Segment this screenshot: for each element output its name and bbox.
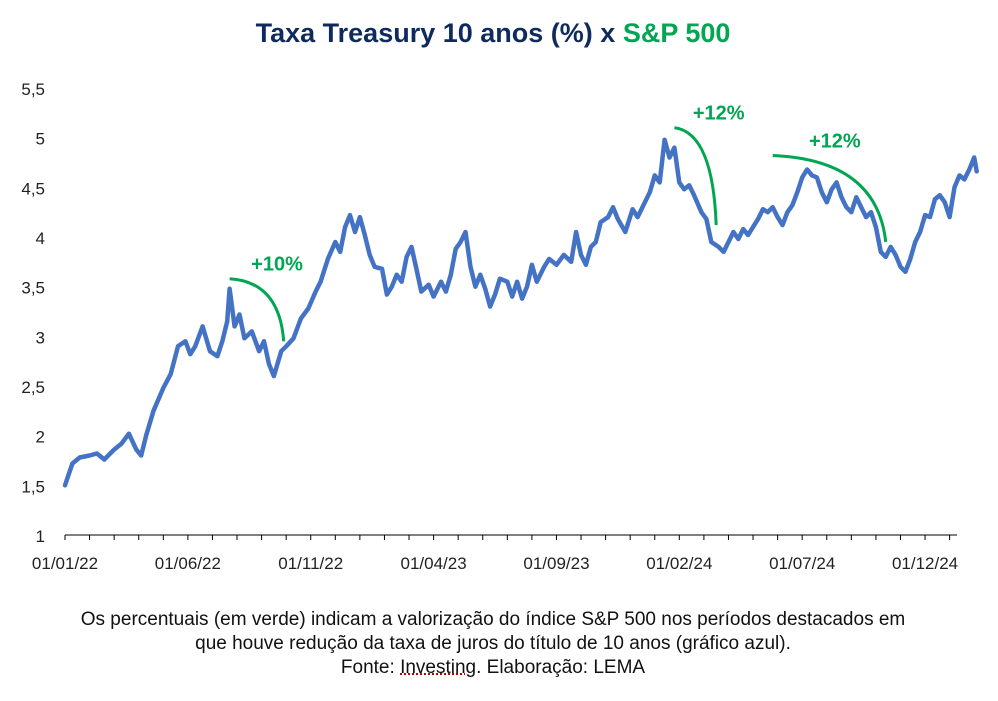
caption-line-1: Os percentuais (em verde) indicam a valo…	[80, 609, 906, 630]
chart-annotations: +10% +12% +12%	[229, 103, 888, 342]
y-tick-label: 1,5	[21, 477, 45, 496]
chart-axes: 1 1,5 2 2,5 3 3,5 4 4,5 5 5,5 01/01/22 01/06/22 01/1…	[21, 80, 958, 573]
chart-title-treasury: Taxa Treasury 10 anos (%)	[255, 18, 593, 48]
annotation-arc	[772, 154, 888, 243]
annotation-label: +12%	[693, 103, 745, 125]
chart-title: Taxa Treasury 10 anos (%) x S&P 500	[0, 18, 986, 49]
x-tick-label: 01/06/22	[155, 554, 221, 573]
chart-title-sp500: S&P 500	[622, 18, 731, 48]
caption-source-suffix: . Elaboração: LEMA	[476, 657, 646, 678]
annotation-label: +12%	[809, 131, 861, 153]
caption-line-2: que houve redução da taxa de juros do tí…	[195, 633, 791, 654]
x-tick-label: 01/07/24	[769, 554, 835, 573]
caption-source-investing: Investing	[400, 657, 477, 678]
chart-caption: Os percentuais (em verde) indicam a valo…	[0, 608, 986, 680]
y-tick-label: 1	[36, 527, 45, 546]
chart-series	[62, 137, 979, 488]
annotation-label: +10%	[251, 254, 303, 276]
annotation-arc	[229, 277, 286, 342]
x-tick-label: 01/12/24	[892, 554, 958, 573]
treasury-10y-line	[62, 137, 979, 488]
line-chart: 1 1,5 2 2,5 3 3,5 4 4,5 5 5,5 01/01/22 01/06/22 01/1…	[21, 80, 979, 573]
y-tick-label: 4,5	[21, 179, 45, 198]
y-tick-label: 5	[36, 130, 45, 149]
x-tick-label: 01/02/24	[646, 554, 712, 573]
y-tick-label: 2,5	[21, 378, 45, 397]
y-tick-label: 4	[36, 229, 45, 248]
caption-source-prefix: Fonte:	[340, 657, 401, 678]
caption-line-3: Fonte: Investing. Elaboração: LEMA	[0, 656, 986, 680]
y-tick-label: 5,5	[21, 80, 45, 99]
x-tick-label: 01/04/23	[401, 554, 467, 573]
y-tick-label: 3	[36, 328, 45, 347]
chart-title-separator: x	[592, 18, 623, 48]
y-tick-label: 2	[36, 428, 45, 447]
x-tick-label: 01/01/22	[32, 554, 98, 573]
x-tick-label: 01/11/22	[278, 554, 343, 573]
y-tick-label: 3,5	[21, 279, 45, 298]
x-tick-label: 01/09/23	[523, 554, 589, 573]
annotation-arc	[674, 126, 718, 226]
